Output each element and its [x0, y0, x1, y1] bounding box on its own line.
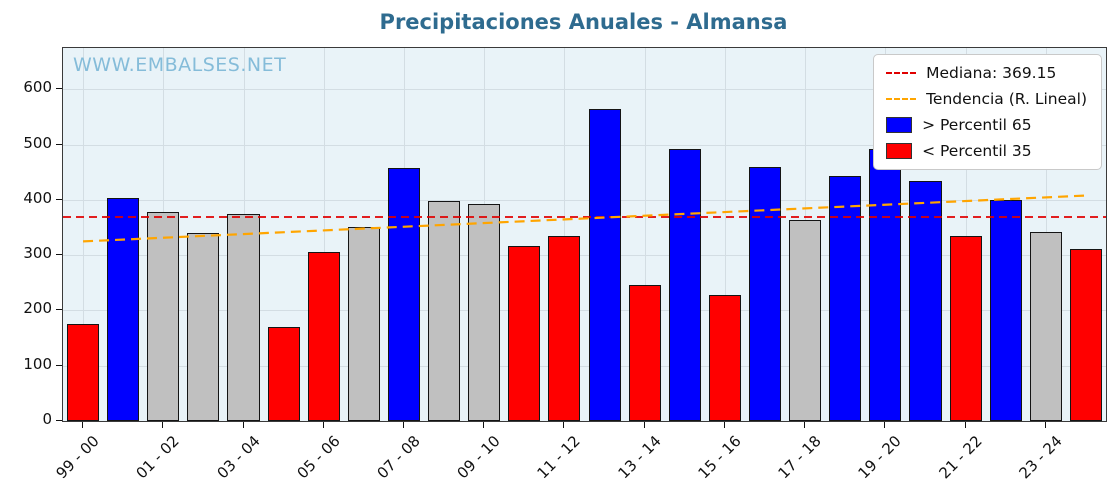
- x-tick-label: 03 - 04: [212, 432, 264, 483]
- watermark: WWW.EMBALSES.NET: [73, 54, 287, 76]
- legend-item-p35: < Percentil 35: [886, 142, 1087, 160]
- v-gridline: [965, 48, 967, 421]
- bar: [387, 168, 420, 421]
- x-tick-mark: [162, 422, 164, 428]
- x-tick-mark: [723, 422, 725, 428]
- y-tick-label: 200: [23, 299, 52, 318]
- legend-item-mediana: Mediana: 369.15: [886, 64, 1087, 82]
- bar: [909, 180, 942, 421]
- h-gridline: [63, 365, 1106, 367]
- bar: [668, 148, 701, 421]
- legend-mediana-label: Mediana: 369.15: [926, 64, 1057, 82]
- bar: [989, 199, 1022, 421]
- bar: [628, 284, 661, 421]
- v-gridline: [323, 48, 325, 421]
- bar: [869, 148, 902, 421]
- bar: [347, 226, 380, 421]
- h-gridline: [63, 144, 1106, 146]
- bar: [428, 201, 461, 421]
- bar: [708, 295, 741, 421]
- x-tick-label: 07 - 08: [373, 432, 424, 483]
- x-tick-mark: [402, 422, 404, 428]
- y-tick-label: 0: [42, 410, 52, 428]
- x-tick-label: 23 - 24: [1015, 432, 1066, 483]
- bar: [227, 213, 260, 421]
- bar: [307, 251, 340, 421]
- y-tick-label: 300: [23, 244, 52, 263]
- h-gridline: [63, 310, 1106, 312]
- legend-item-p65: > Percentil 65: [886, 116, 1087, 134]
- x-tick-label: 17 - 18: [774, 432, 825, 483]
- x-tick-mark: [884, 422, 886, 428]
- h-gridline: [63, 255, 1106, 257]
- legend-p35-label: < Percentil 35: [922, 142, 1032, 160]
- x-tick-label: 05 - 06: [293, 432, 344, 483]
- y-tick-mark: [56, 143, 62, 145]
- bar: [508, 245, 541, 421]
- y-tick-mark: [56, 309, 62, 311]
- legend: Mediana: 369.15 Tendencia (R. Lineal) > …: [873, 54, 1102, 170]
- x-tick-label: 01 - 02: [132, 432, 184, 483]
- bar: [468, 203, 501, 421]
- x-tick-mark: [563, 422, 565, 428]
- x-tick-label: 15 - 16: [694, 432, 745, 483]
- x-tick-mark: [1044, 422, 1046, 428]
- bar: [187, 233, 220, 421]
- bar: [949, 235, 982, 421]
- x-tick-mark: [483, 422, 485, 428]
- y-tick-label: 100: [23, 354, 52, 373]
- percentil65-swatch: [886, 117, 913, 133]
- y-tick-label: 500: [23, 133, 52, 152]
- bar: [789, 220, 822, 421]
- x-tick-label: 99 - 00: [52, 432, 103, 483]
- x-tick-mark: [964, 422, 966, 428]
- bar: [548, 235, 581, 421]
- x-tick-label: 11 - 12: [533, 432, 585, 483]
- trend-line: [83, 194, 1086, 243]
- x-tick-label: 09 - 10: [453, 432, 504, 483]
- bar: [1029, 232, 1062, 421]
- h-gridline: [63, 199, 1106, 201]
- v-gridline: [83, 48, 85, 421]
- x-tick-label: 21 - 22: [935, 432, 986, 483]
- reference-lines: [63, 194, 1106, 243]
- x-tick-mark: [242, 422, 244, 428]
- bar: [588, 108, 621, 421]
- y-tick-label: 600: [23, 78, 52, 97]
- bar: [147, 212, 180, 421]
- chart-title: Precipitaciones Anuales - Almansa: [379, 10, 788, 34]
- v-gridline: [564, 48, 566, 421]
- x-tick-label: 13 - 14: [614, 432, 665, 483]
- y-tick-mark: [56, 254, 62, 256]
- bar: [267, 327, 300, 421]
- y-tick-mark: [56, 198, 62, 200]
- y-tick-mark: [56, 364, 62, 366]
- v-gridline: [644, 48, 646, 421]
- y-tick-label: 400: [23, 188, 52, 207]
- h-gridline: [63, 89, 1106, 91]
- v-gridline: [724, 48, 726, 421]
- legend-tendencia-label: Tendencia (R. Lineal): [926, 90, 1087, 108]
- legend-item-tendencia: Tendencia (R. Lineal): [886, 90, 1087, 108]
- bar: [1069, 248, 1102, 421]
- bar: [67, 324, 100, 421]
- x-tick-mark: [804, 422, 806, 428]
- percentil35-swatch: [886, 143, 913, 159]
- x-tick-mark: [322, 422, 324, 428]
- y-tick-mark: [56, 420, 62, 421]
- legend-p65-label: > Percentil 65: [922, 116, 1032, 134]
- x-tick-mark: [643, 422, 645, 428]
- y-tick-mark: [56, 88, 62, 90]
- bar: [107, 198, 140, 421]
- median-line-swatch: [886, 72, 917, 74]
- x-tick-label: 19 - 20: [854, 432, 906, 483]
- x-tick-mark: [82, 422, 84, 428]
- trend-line-swatch: [886, 98, 917, 100]
